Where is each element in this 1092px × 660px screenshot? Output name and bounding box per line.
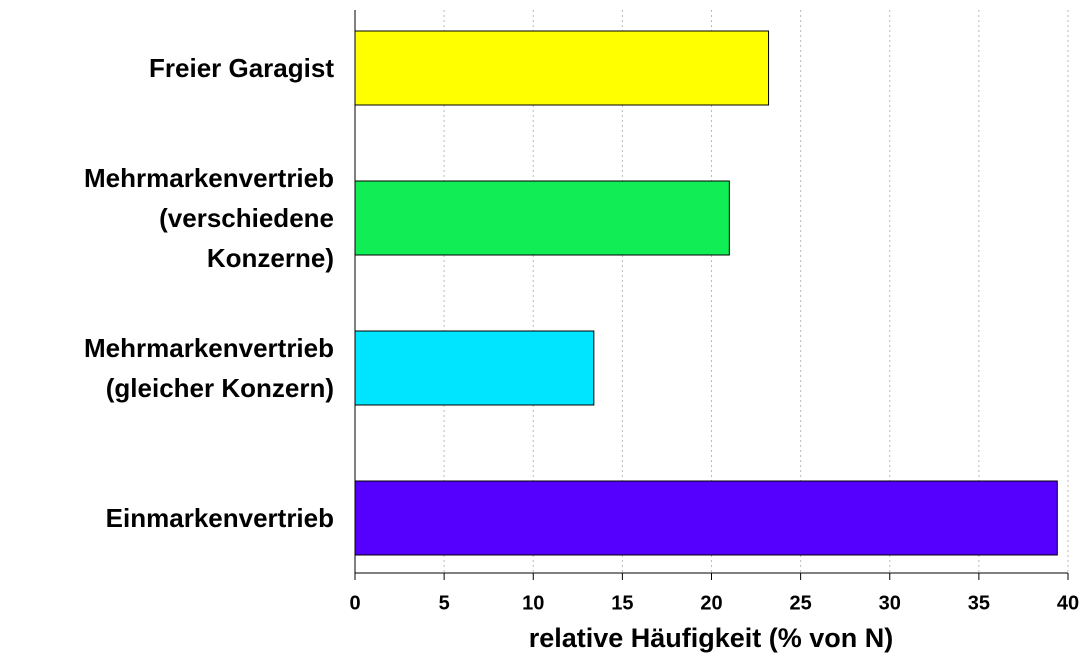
x-tick-label: 10: [522, 592, 544, 614]
x-tick-label: 30: [879, 592, 901, 614]
x-tick-label: 20: [700, 592, 722, 614]
category-label: Mehrmarkenvertrieb (verschiedene Konzern…: [84, 163, 334, 273]
x-tick-label: 0: [349, 592, 360, 614]
x-tick-label: 25: [790, 592, 812, 614]
x-tick-label: 15: [611, 592, 633, 614]
x-tick-label: 5: [439, 592, 450, 614]
x-tick-label: 35: [968, 592, 990, 614]
bar: [354, 30, 770, 106]
x-axis-title: relative Häufigkeit (% von N): [529, 623, 894, 653]
bar: [354, 330, 595, 406]
category-label: Freier Garagist: [149, 53, 334, 83]
bar: [354, 480, 1058, 556]
x-tick-label: 40: [1057, 592, 1079, 614]
category-label: Mehrmarkenvertrieb (gleicher Konzern): [84, 333, 334, 403]
bar: [354, 180, 730, 256]
category-label: Einmarkenvertrieb: [105, 503, 334, 533]
